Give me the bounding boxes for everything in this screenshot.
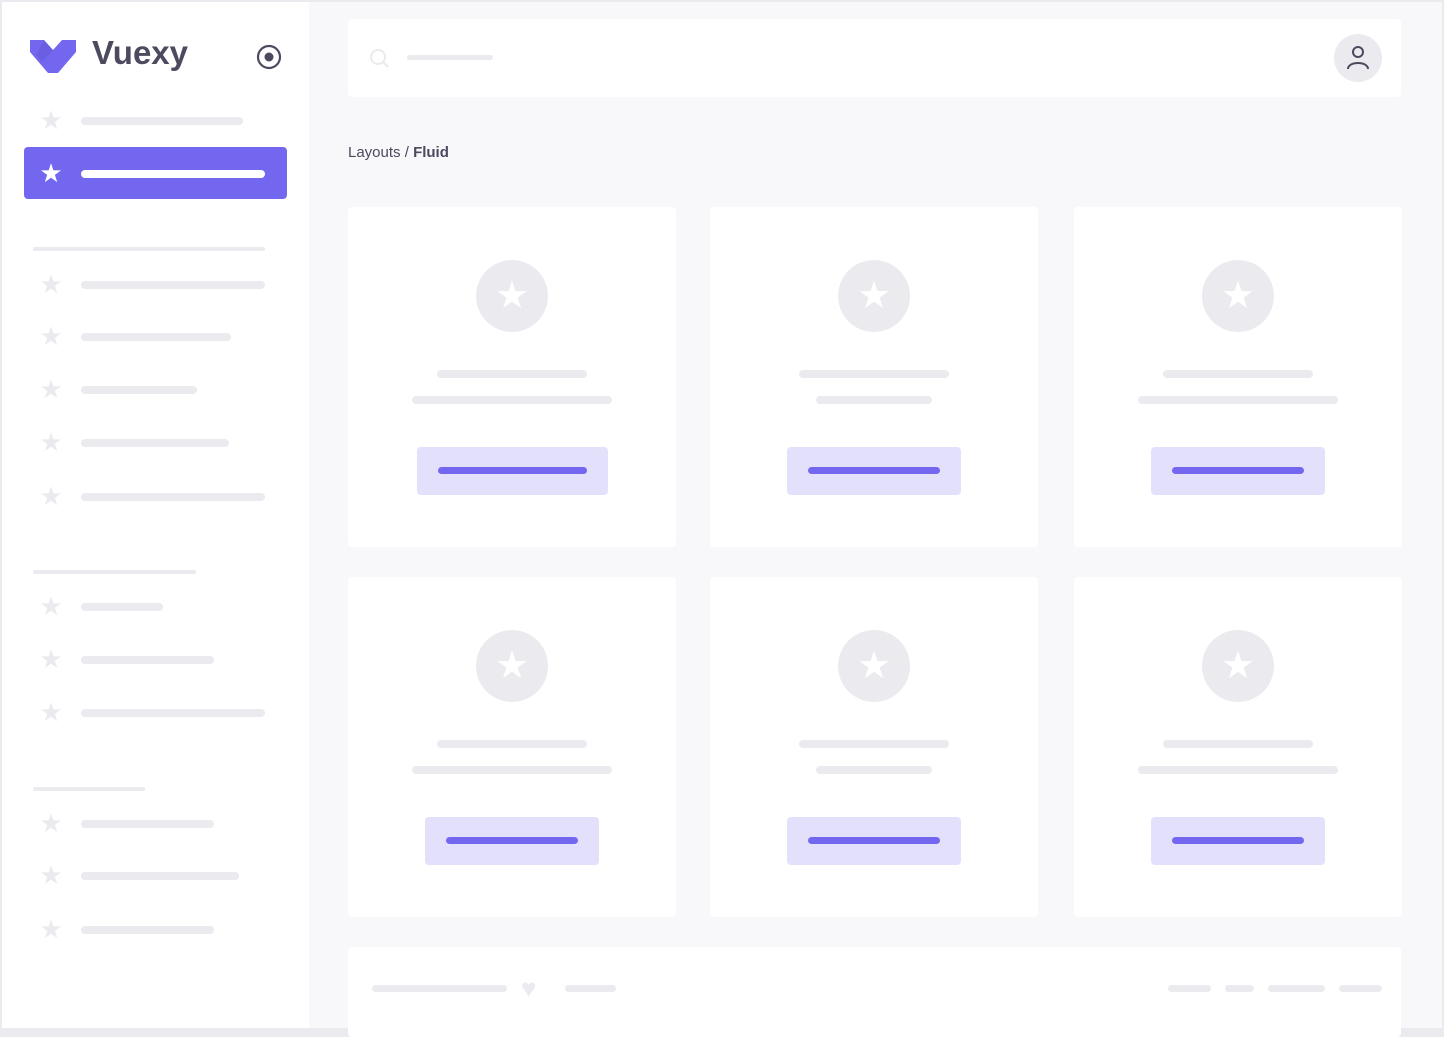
content-card: ★ — [1074, 577, 1402, 917]
search-icon[interactable] — [370, 49, 390, 69]
breadcrumb: Layouts / Fluid — [348, 144, 449, 161]
sidebar-item[interactable] — [81, 281, 265, 289]
breadcrumb-current: Fluid — [413, 144, 449, 161]
card-title — [1163, 740, 1313, 748]
star-icon: ★ — [39, 321, 63, 351]
star-icon: ★ — [39, 427, 63, 457]
sidebar-item[interactable] — [81, 872, 239, 880]
brand-name: Vuexy — [92, 34, 189, 71]
search-input[interactable] — [407, 55, 493, 60]
content-card: ★ — [710, 207, 1038, 547]
sidebar-item[interactable] — [81, 386, 197, 394]
card-text — [816, 396, 932, 404]
breadcrumb-separator: / — [400, 144, 414, 161]
footer-link[interactable] — [1268, 985, 1325, 992]
star-icon: ★ — [39, 808, 63, 838]
card-text — [1138, 396, 1338, 404]
star-icon: ★ — [838, 260, 910, 332]
sidebar-item[interactable] — [81, 656, 214, 664]
star-icon: ★ — [39, 644, 63, 674]
content-card: ★ — [710, 577, 1038, 917]
star-icon: ★ — [39, 269, 63, 299]
content-card: ★ — [348, 577, 676, 917]
card-button[interactable] — [787, 817, 961, 865]
card-title — [437, 740, 587, 748]
radio-circle-icon[interactable] — [256, 44, 282, 70]
card-title — [1163, 370, 1313, 378]
sidebar-section-header — [33, 570, 196, 574]
star-icon: ★ — [39, 697, 63, 727]
card-button[interactable] — [787, 447, 961, 495]
sidebar-item[interactable] — [81, 333, 231, 341]
star-icon: ★ — [39, 860, 63, 890]
star-icon: ★ — [39, 591, 63, 621]
user-icon — [1347, 46, 1369, 70]
footer-link[interactable] — [1225, 985, 1254, 992]
content-card: ★ — [1074, 207, 1402, 547]
card-text — [816, 766, 932, 774]
star-icon: ★ — [838, 630, 910, 702]
star-icon: ★ — [39, 374, 63, 404]
footer-link[interactable] — [1339, 985, 1382, 992]
star-icon: ★ — [39, 914, 63, 944]
card-button[interactable] — [1151, 817, 1325, 865]
card-title — [799, 370, 949, 378]
breadcrumb-parent[interactable]: Layouts — [348, 144, 401, 161]
sidebar-item[interactable] — [81, 926, 214, 934]
star-icon: ★ — [1202, 630, 1274, 702]
sidebar-item[interactable] — [81, 117, 243, 125]
sidebar-item[interactable] — [81, 709, 265, 717]
sidebar-item[interactable] — [81, 493, 265, 501]
footer: ♥ — [348, 947, 1401, 1037]
star-icon: ★ — [476, 260, 548, 332]
star-icon: ★ — [39, 481, 63, 511]
card-title — [799, 740, 949, 748]
card-title — [437, 370, 587, 378]
card-button[interactable] — [1151, 447, 1325, 495]
sidebar-item[interactable] — [81, 170, 265, 178]
card-text — [412, 766, 612, 774]
card-button[interactable] — [425, 817, 599, 865]
sidebar-item[interactable] — [81, 603, 163, 611]
star-icon: ★ — [39, 105, 63, 135]
sidebar-item[interactable] — [81, 439, 229, 447]
star-icon: ★ — [476, 630, 548, 702]
footer-link[interactable] — [1168, 985, 1211, 992]
sidebar-item[interactable] — [81, 820, 214, 828]
card-text — [1138, 766, 1338, 774]
content-card: ★ — [348, 207, 676, 547]
star-icon: ★ — [39, 158, 63, 188]
card-button[interactable] — [416, 447, 608, 495]
heart-icon: ♥ — [521, 973, 537, 1003]
footer-text — [565, 985, 616, 992]
star-icon: ★ — [1202, 260, 1274, 332]
avatar[interactable] — [1334, 34, 1382, 82]
card-text — [412, 396, 612, 404]
vuexy-logo-icon — [30, 40, 76, 73]
navbar — [348, 19, 1401, 97]
sidebar-section-header — [33, 247, 265, 251]
footer-text — [372, 985, 507, 992]
sidebar-section-header — [33, 787, 145, 791]
